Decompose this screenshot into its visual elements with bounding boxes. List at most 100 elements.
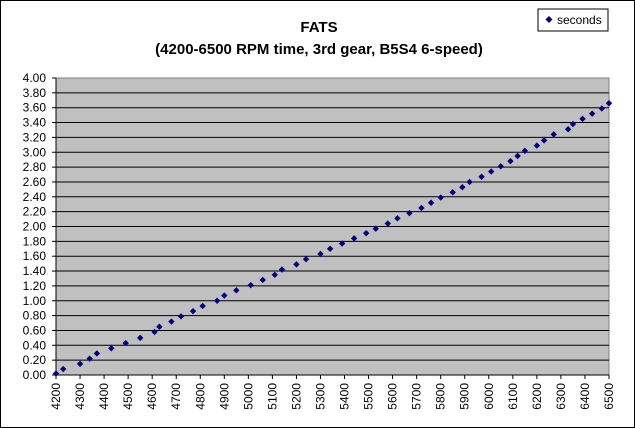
x-tick-label: 6300 — [554, 383, 568, 410]
y-tick-label: 3.80 — [23, 86, 47, 100]
y-tick-label: 1.80 — [23, 234, 47, 248]
x-tick-label: 5400 — [338, 383, 352, 410]
data-point — [569, 120, 577, 128]
y-tick-label: 0.00 — [23, 368, 47, 382]
data-point — [533, 142, 541, 149]
data-point — [350, 235, 358, 242]
data-point — [221, 292, 228, 299]
data-point — [427, 199, 435, 206]
data-point — [136, 334, 144, 342]
x-tick-label: 4400 — [97, 383, 111, 410]
y-tick-label: 0.20 — [23, 353, 47, 367]
y-tick-label: 1.00 — [23, 294, 47, 308]
x-tick-label: 6400 — [578, 383, 592, 410]
data-point — [579, 115, 586, 123]
y-tick-label: 3.40 — [23, 116, 47, 130]
x-tick-label: 5800 — [434, 383, 448, 410]
y-tick-label: 3.20 — [23, 130, 47, 144]
legend: seconds — [537, 8, 609, 32]
y-tick-label: 1.40 — [23, 264, 47, 278]
y-tick-label: 0.60 — [23, 323, 47, 337]
data-point — [259, 276, 266, 284]
data-point — [362, 229, 370, 237]
x-tick-label: 5300 — [313, 383, 327, 410]
x-tick-label: 4900 — [217, 383, 231, 410]
data-point — [108, 345, 115, 352]
x-tick-label: 5100 — [265, 383, 279, 410]
data-point — [497, 163, 505, 170]
data-point — [437, 194, 444, 201]
data-point — [394, 215, 401, 222]
data-point — [384, 220, 391, 227]
data-point — [233, 287, 240, 294]
data-point — [540, 137, 548, 144]
data-point — [406, 209, 413, 217]
data-point — [278, 266, 286, 273]
data-point — [521, 147, 529, 154]
x-tick-label: 4800 — [193, 383, 207, 410]
x-tick-label: 4700 — [169, 383, 183, 410]
data-point — [514, 152, 521, 160]
data-point — [189, 307, 197, 315]
x-tick-label: 5700 — [410, 383, 424, 410]
data-point — [326, 245, 334, 252]
data-point — [317, 250, 324, 258]
y-tick-label: 1.20 — [23, 279, 47, 293]
x-tick-label: 4600 — [145, 383, 159, 410]
y-tick-label: 0.40 — [23, 338, 47, 352]
data-point — [199, 302, 206, 310]
x-tick-label: 6500 — [602, 383, 616, 410]
x-tick-label: 4200 — [49, 383, 63, 410]
data-point — [168, 318, 175, 325]
data-point — [151, 328, 158, 336]
data-point — [550, 131, 557, 138]
data-point — [418, 204, 425, 212]
data-point — [76, 360, 84, 368]
x-tick-label: 5200 — [289, 383, 303, 410]
x-tick-label: 4300 — [73, 383, 87, 410]
x-tick-label: 5900 — [458, 383, 472, 410]
y-tick-label: 2.80 — [23, 160, 47, 174]
data-point — [507, 157, 514, 165]
data-point — [293, 261, 300, 268]
y-tick-label: 2.40 — [23, 190, 47, 204]
x-tick-label: 5000 — [241, 383, 255, 410]
data-point — [156, 323, 163, 330]
chart-title: FATS — [300, 19, 337, 36]
data-point — [466, 178, 473, 186]
data-point — [86, 355, 93, 362]
data-point — [372, 225, 379, 232]
y-tick-label: 1.60 — [23, 249, 47, 263]
y-tick-label: 2.20 — [23, 205, 47, 219]
chart-subtitle: (4200-6500 RPM time, 3rd gear, B5S4 6-sp… — [155, 41, 483, 58]
data-point — [459, 183, 466, 191]
data-point — [93, 350, 101, 357]
data-point — [449, 189, 456, 196]
data-point — [338, 240, 346, 247]
legend-box — [537, 8, 609, 32]
x-tick-label: 6000 — [482, 383, 496, 410]
data-points — [52, 100, 613, 377]
data-point — [588, 110, 596, 117]
data-point — [122, 339, 129, 347]
data-point — [213, 297, 221, 304]
legend-marker-icon — [545, 16, 553, 23]
x-tick-label: 5500 — [362, 383, 376, 410]
y-tick-label: 3.00 — [23, 145, 47, 159]
gridlines — [56, 92, 609, 361]
data-point — [605, 100, 613, 107]
data-point — [271, 271, 278, 278]
y-tick-label: 4.00 — [23, 71, 47, 85]
x-tick-label: 6200 — [530, 383, 544, 410]
axes: 0.000.200.400.600.801.001.201.401.601.80… — [23, 71, 616, 410]
data-point — [177, 313, 185, 320]
y-tick-label: 3.60 — [23, 101, 47, 115]
y-tick-label: 0.80 — [23, 309, 47, 323]
data-point — [487, 168, 495, 175]
data-point — [60, 365, 67, 373]
y-tick-label: 2.60 — [23, 175, 47, 189]
data-point — [598, 105, 605, 112]
data-point — [564, 126, 572, 133]
data-point — [52, 370, 60, 377]
